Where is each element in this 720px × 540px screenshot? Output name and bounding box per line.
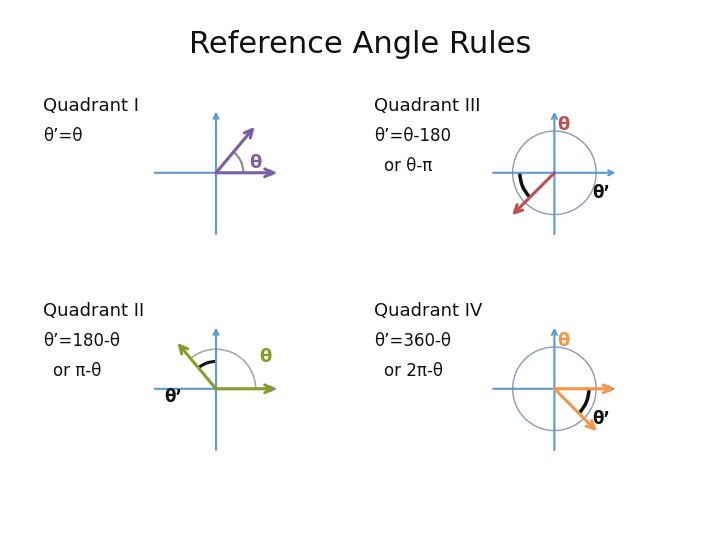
Text: θ: θ <box>557 332 570 350</box>
Text: θ’=θ-180: θ’=θ-180 <box>374 127 451 145</box>
Text: θ’=180-θ: θ’=180-θ <box>43 333 120 350</box>
Text: Quadrant III: Quadrant III <box>374 97 481 115</box>
Text: θ: θ <box>258 348 271 367</box>
Text: θ’=360-θ: θ’=360-θ <box>374 333 451 350</box>
Text: θ’: θ’ <box>164 388 181 406</box>
Text: Reference Angle Rules: Reference Angle Rules <box>189 30 531 59</box>
Text: θ’: θ’ <box>593 184 610 202</box>
Text: Quadrant IV: Quadrant IV <box>374 302 483 320</box>
Text: θ: θ <box>249 154 262 172</box>
Text: θ: θ <box>557 116 570 134</box>
Text: θ’: θ’ <box>593 409 610 428</box>
Text: or θ-π: or θ-π <box>384 157 433 175</box>
Text: Quadrant I: Quadrant I <box>43 97 139 115</box>
Text: Quadrant II: Quadrant II <box>43 302 145 320</box>
Text: θ’=θ: θ’=θ <box>43 127 83 145</box>
Text: or 2π-θ: or 2π-θ <box>384 362 444 380</box>
Text: or π-θ: or π-θ <box>53 362 102 380</box>
